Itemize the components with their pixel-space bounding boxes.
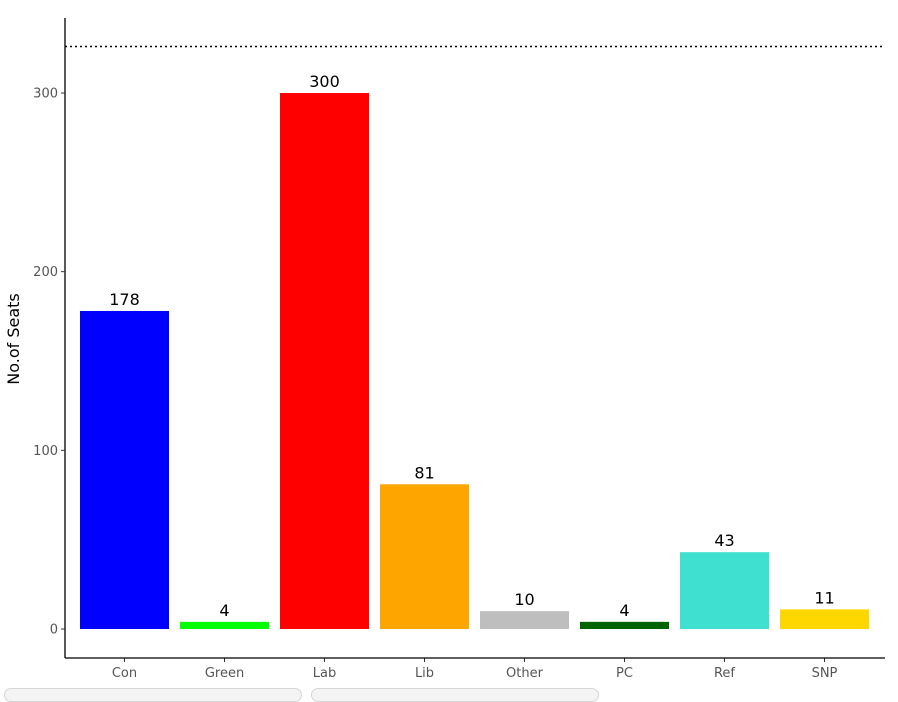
x-tick-label-lib: Lib [415,666,434,681]
x-tick-label-snp: SNP [812,666,838,681]
data-label-lib: 81 [414,463,434,482]
data-label-other: 10 [514,590,534,609]
bar-pc [580,621,669,629]
bar-snp [780,609,869,629]
bar-con [80,310,169,629]
x-tick-label-other: Other [506,666,544,681]
y-tick-label-100: 100 [33,444,58,459]
bar-ref [680,552,769,629]
bottom-tab-right[interactable] [311,688,599,702]
x-tick-label-lab: Lab [313,666,336,681]
data-label-ref: 43 [714,531,734,550]
bottom-tab-left[interactable] [4,688,302,702]
axes-layer: Con Green Lab Lib Other PC Ref SNP 0 100 200 300 [33,18,885,681]
y-axis-title: No.of Seats [4,293,23,384]
bars-layer [80,93,869,629]
bar-other [480,611,569,629]
data-label-green: 4 [219,601,229,620]
x-tick-label-con: Con [112,666,137,681]
y-tick-label-0: 0 [50,623,58,638]
x-tick-label-ref: Ref [714,666,735,681]
bar-lib [380,484,469,629]
data-label-con: 178 [109,290,140,309]
y-tick-label-300: 300 [33,87,58,102]
data-labels-layer: 178 4 300 81 10 4 43 11 [109,72,834,620]
x-tick-label-green: Green [205,666,244,681]
data-label-snp: 11 [814,588,834,607]
bar-green [180,621,269,629]
y-tick-label-200: 200 [33,265,58,280]
bar-lab [280,93,369,629]
x-tick-label-pc: PC [616,666,633,681]
data-label-pc: 4 [619,601,629,620]
data-label-lab: 300 [309,72,340,91]
